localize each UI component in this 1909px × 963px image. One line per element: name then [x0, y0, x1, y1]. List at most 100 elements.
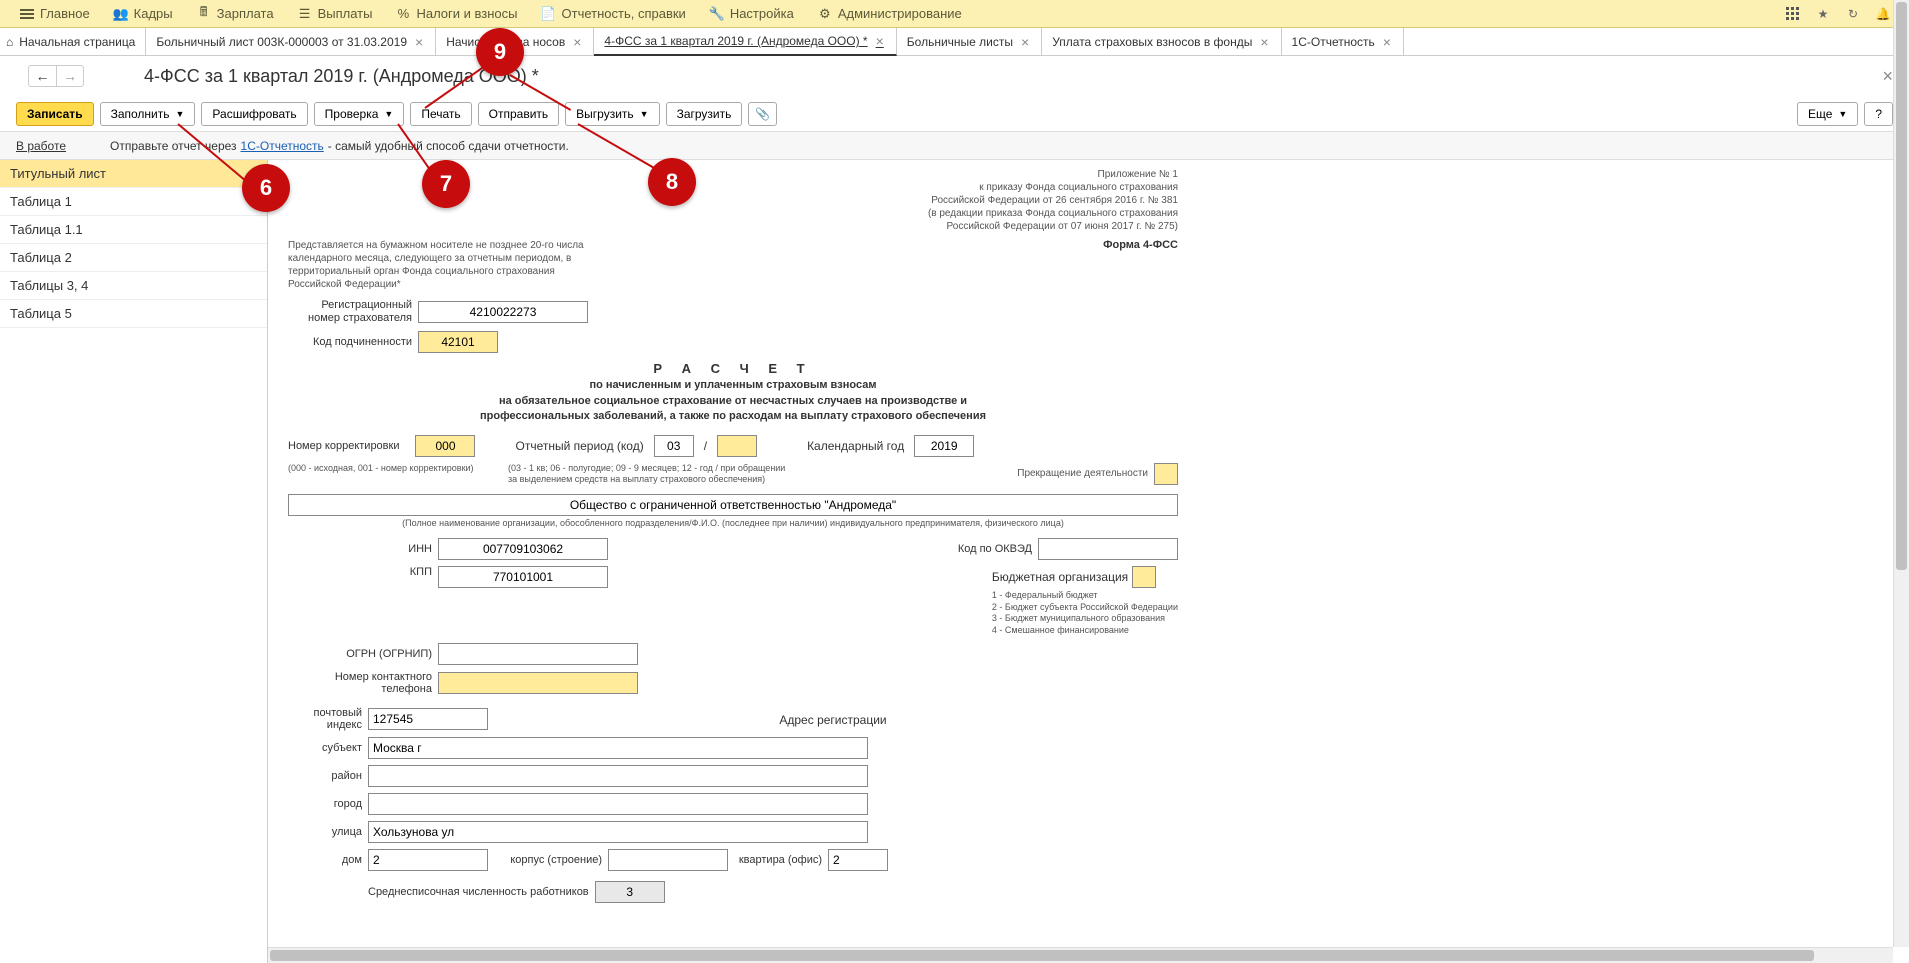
menu-label: Зарплата [217, 6, 274, 21]
workers-field[interactable] [595, 881, 665, 903]
close-icon[interactable]: × [1381, 34, 1393, 50]
sidebar-item-table34[interactable]: Таблицы 3, 4 [0, 272, 267, 300]
workers-label: Среднесписочная численность работников [288, 886, 595, 898]
close-icon[interactable]: × [571, 34, 583, 50]
kpp-field[interactable] [438, 566, 608, 588]
help-button[interactable]: ? [1864, 102, 1893, 126]
status-link[interactable]: 1С-Отчетность [241, 139, 324, 153]
reg-field[interactable] [418, 301, 588, 323]
paperclip-icon: 📎 [755, 107, 770, 121]
sidebar-item-table1[interactable]: Таблица 1 [0, 188, 267, 216]
tab-home[interactable]: ⌂ Начальная страница [0, 28, 146, 55]
sidebar: Титульный лист Таблица 1 Таблица 1.1 Таб… [0, 160, 268, 963]
check-button[interactable]: Проверка▼ [314, 102, 405, 126]
send-button[interactable]: Отправить [478, 102, 560, 126]
nav-back-button[interactable]: ← [28, 65, 56, 87]
tab-sicklist[interactable]: Больничный лист 003К-000003 от 31.03.201… [146, 28, 436, 55]
menu-admin[interactable]: ⚙ Администрирование [806, 0, 974, 27]
record-button[interactable]: Записать [16, 102, 94, 126]
corr-field[interactable] [415, 435, 475, 457]
close-icon[interactable]: × [1019, 34, 1031, 50]
menu-kadry[interactable]: 👥 Кадры [102, 0, 185, 27]
sub-label: Код подчиненности [288, 336, 418, 348]
more-button[interactable]: Еще▼ [1797, 102, 1858, 126]
district-field[interactable] [368, 765, 868, 787]
budget-field[interactable] [1132, 566, 1156, 588]
sidebar-item-table11[interactable]: Таблица 1.1 [0, 216, 267, 244]
close-icon[interactable]: × [874, 33, 886, 49]
menu-zarplata[interactable]: 🖩 Зарплата [185, 0, 286, 27]
hamburger-menu[interactable]: Главное [8, 0, 102, 27]
street-label: улица [288, 826, 368, 838]
grid-icon[interactable] [1783, 4, 1803, 24]
chevron-down-icon: ▼ [1838, 109, 1847, 119]
nav-forward-button[interactable]: → [56, 65, 84, 87]
subject-field[interactable] [368, 737, 868, 759]
period-field2[interactable] [717, 435, 757, 457]
okved-label: Код по ОКВЭД [958, 543, 1038, 555]
tab-label: 1С-Отчетность [1292, 35, 1375, 49]
menu-label: Кадры [134, 6, 173, 21]
sidebar-item-table5[interactable]: Таблица 5 [0, 300, 267, 328]
tab-uplata[interactable]: Уплата страховых взносов в фонды × [1042, 28, 1281, 55]
history-icon[interactable]: ↻ [1843, 4, 1863, 24]
house-field[interactable] [368, 849, 488, 871]
menu-vyplaty[interactable]: ☰ Выплаты [286, 0, 385, 27]
chevron-down-icon: ▼ [176, 109, 185, 119]
scroll-thumb[interactable] [1896, 2, 1907, 570]
menu-nastroyka[interactable]: 🔧 Настройка [698, 0, 806, 27]
status-row: В работе Отправьте отчет через 1С-Отчетн… [0, 132, 1909, 160]
present-note: Представляется на бумажном носителе не п… [288, 239, 598, 291]
tab-label: Начальная страница [19, 35, 135, 49]
termination-field[interactable] [1154, 463, 1178, 485]
sidebar-item-table2[interactable]: Таблица 2 [0, 244, 267, 272]
horizontal-scrollbar[interactable] [268, 947, 1893, 963]
import-button[interactable]: Загрузить [666, 102, 743, 126]
building-field[interactable] [608, 849, 728, 871]
flat-field[interactable] [828, 849, 888, 871]
status-state[interactable]: В работе [16, 139, 66, 153]
building-label: корпус (строение) [488, 854, 608, 866]
scroll-thumb[interactable] [270, 950, 1814, 961]
org-name-field[interactable] [288, 494, 1178, 516]
close-icon[interactable]: × [1258, 34, 1270, 50]
annex-text: Приложение № 1 к приказу Фонда социально… [288, 168, 1178, 233]
zip-field[interactable] [368, 708, 488, 730]
tab-1c[interactable]: 1С-Отчетность × [1282, 28, 1404, 55]
period-field[interactable] [654, 435, 694, 457]
annotation-bubble-7: 7 [422, 160, 470, 208]
year-label: Календарный год [807, 439, 904, 453]
city-field[interactable] [368, 793, 868, 815]
flat-label: квартира (офис) [728, 854, 828, 866]
tab-sicklists[interactable]: Больничные листы × [897, 28, 1042, 55]
star-icon[interactable]: ★ [1813, 4, 1833, 24]
period-label: Отчетный период (код) [515, 439, 643, 453]
menu-nalogi[interactable]: % Налоги и взносы [384, 0, 529, 27]
fill-button[interactable]: Заполнить▼ [100, 102, 196, 126]
org-hint: (Полное наименование организации, обособ… [288, 518, 1178, 528]
okved-field[interactable] [1038, 538, 1178, 560]
menu-label: Администрирование [838, 6, 962, 21]
close-icon[interactable]: × [413, 34, 425, 50]
tab-label: 4-ФСС за 1 квартал 2019 г. (Андромеда ОО… [604, 34, 867, 48]
form-subtitle: по начисленным и уплаченным страховым вз… [288, 378, 1178, 424]
sub-field[interactable] [418, 331, 498, 353]
street-field[interactable] [368, 821, 868, 843]
attach-button[interactable]: 📎 [748, 102, 777, 126]
vertical-scrollbar[interactable] [1893, 0, 1909, 947]
inn-field[interactable] [438, 538, 608, 560]
print-button[interactable]: Печать [410, 102, 471, 126]
export-button[interactable]: Выгрузить▼ [565, 102, 659, 126]
menu-otchetnost[interactable]: 📄 Отчетность, справки [530, 0, 698, 27]
button-label: Проверка [325, 107, 379, 121]
year-field[interactable] [914, 435, 974, 457]
tab-4fss[interactable]: 4-ФСС за 1 квартал 2019 г. (Андромеда ОО… [594, 28, 896, 56]
decode-button[interactable]: Расшифровать [201, 102, 307, 126]
status-hint-post: - самый удобный способ сдачи отчетности. [328, 139, 569, 153]
ogrn-field[interactable] [438, 643, 638, 665]
annotation-bubble-8: 8 [648, 158, 696, 206]
percent-icon: % [396, 7, 410, 21]
bell-icon[interactable]: 🔔 [1873, 4, 1893, 24]
close-page-button[interactable]: × [1882, 66, 1893, 87]
phone-field[interactable] [438, 672, 638, 694]
